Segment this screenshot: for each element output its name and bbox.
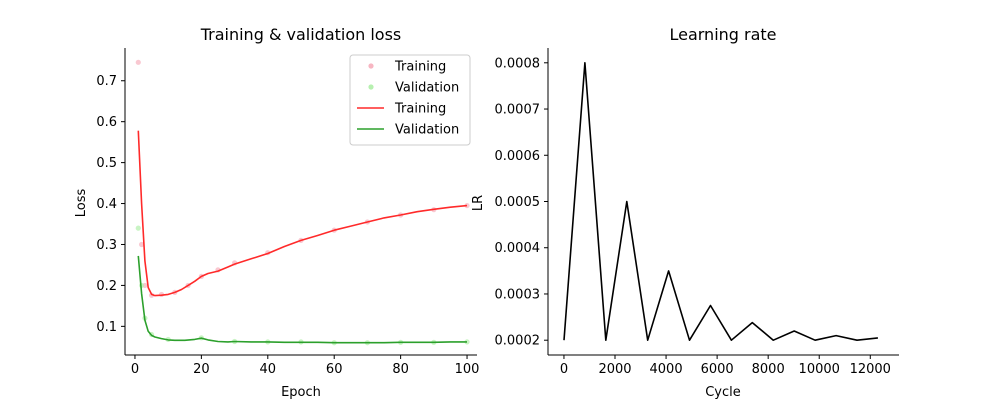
loss-y-tick-label: 0.3 bbox=[96, 238, 117, 253]
loss-y-tick-label: 0.5 bbox=[96, 156, 117, 171]
loss-y-tick-label: 0.6 bbox=[96, 115, 117, 130]
lr-x-tick-label: 2000 bbox=[598, 362, 631, 377]
lr-y-tick-label: 0.0003 bbox=[495, 287, 541, 302]
lr-axes: 0 2000 4000 6000 8000 10000 12000 0.0002 0.0003 0… bbox=[495, 48, 899, 377]
legend-label: Training bbox=[394, 60, 446, 75]
loss-x-tick-label: 20 bbox=[193, 362, 210, 377]
lr-y-tick-label: 0.0004 bbox=[495, 241, 541, 256]
legend-box bbox=[349, 54, 471, 146]
loss-chart: Training & validation loss Epoch Loss 0 2… bbox=[74, 25, 479, 400]
lr-lr-line bbox=[563, 61, 878, 342]
loss-training-point bbox=[464, 202, 470, 209]
loss-training-point bbox=[135, 59, 141, 65]
loss-y-tick-label: 0.2 bbox=[96, 279, 117, 294]
lr-y-tick-label: 0.0007 bbox=[495, 103, 541, 118]
loss-y-tick-label: 0.1 bbox=[96, 320, 117, 335]
legend-label: Training bbox=[394, 102, 446, 117]
legend-label: Validation bbox=[395, 123, 459, 138]
lr-y-tick-label: 0.0005 bbox=[495, 195, 541, 210]
legend-marker bbox=[368, 84, 374, 90]
legend-label: Validation bbox=[395, 81, 459, 96]
loss-legend: Training Validation Training Validation bbox=[349, 54, 471, 146]
lr-x-tick-label: 12000 bbox=[850, 362, 891, 377]
loss-training-line bbox=[137, 130, 468, 297]
loss-training-point bbox=[139, 241, 145, 248]
loss-x-tick-label: 0 bbox=[131, 362, 139, 377]
loss-plot-area bbox=[135, 59, 470, 346]
loss-x-tick-label: 80 bbox=[392, 362, 409, 377]
loss-x-tick-label: 60 bbox=[326, 362, 343, 377]
loss-x-tick-label: 40 bbox=[260, 362, 277, 377]
loss-y-tick-label: 0.7 bbox=[96, 74, 117, 89]
loss-y-tick-label: 0.4 bbox=[96, 197, 117, 212]
lr-x-tick-label: 4000 bbox=[650, 362, 683, 377]
loss-validation-point bbox=[464, 339, 470, 345]
lr-y-tick-label: 0.0002 bbox=[495, 334, 541, 349]
lr-y-axis-label: LR bbox=[471, 195, 486, 211]
lr-x-tick-label: 10000 bbox=[799, 362, 840, 377]
loss-validation-line bbox=[137, 255, 467, 344]
lr-x-tick-label: 6000 bbox=[701, 362, 734, 377]
loss-axes: 0 20 40 60 80 100 0.1 0.2 0.3 0.4 0.5 0.6 0.7 bbox=[96, 48, 479, 377]
lr-plot-area bbox=[563, 61, 878, 342]
loss-y-axis-label: Loss bbox=[74, 189, 89, 218]
lr-x-axis-label: Cycle bbox=[705, 385, 741, 400]
lr-y-tick-label: 0.0008 bbox=[495, 56, 541, 71]
lr-x-tick-label: 8000 bbox=[752, 362, 785, 377]
loss-chart-title: Training & validation loss bbox=[200, 25, 402, 44]
loss-validation-point bbox=[135, 225, 141, 231]
loss-x-tick-label: 100 bbox=[455, 362, 480, 377]
loss-x-axis-label: Epoch bbox=[281, 385, 321, 400]
lr-y-tick-label: 0.0006 bbox=[495, 149, 541, 164]
lr-x-tick-label: 0 bbox=[560, 362, 568, 377]
lr-chart: Learning rate Cycle LR 0 2000 4000 6000 8000… bbox=[471, 25, 899, 400]
legend-marker bbox=[368, 63, 374, 69]
lr-chart-title: Learning rate bbox=[669, 25, 776, 44]
